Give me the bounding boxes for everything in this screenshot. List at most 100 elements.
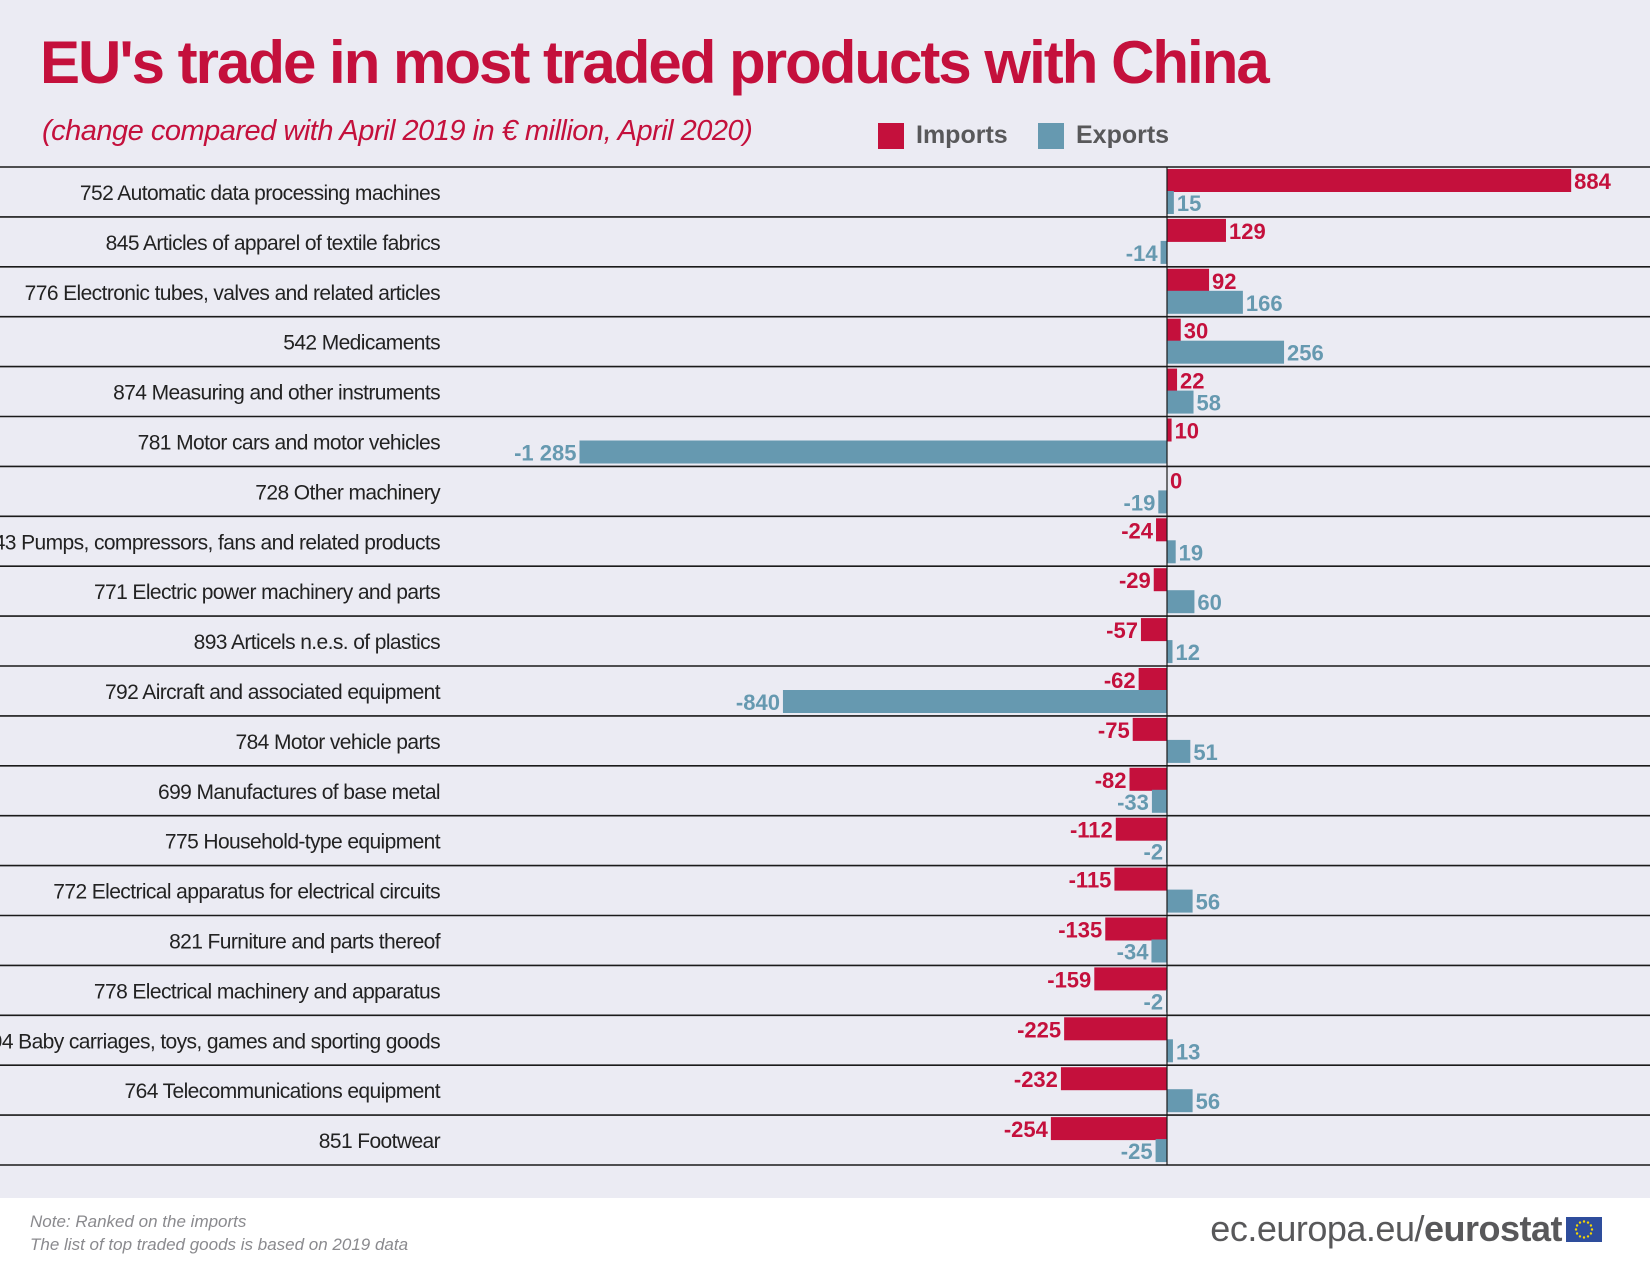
imports-bar [1138,668,1167,691]
exports-bar [1167,540,1176,564]
imports-bar [1050,1117,1167,1141]
exports-value-label: 12 [1175,640,1199,665]
imports-value-label: -115 [1069,868,1112,893]
exports-value-label: -34 [1117,940,1150,965]
exports-bar [1151,789,1167,813]
category-label: 874 Measuring and other instruments [113,382,440,405]
exports-bar [1160,240,1167,264]
category-label: 781 Motor cars and motor vehicles [138,431,440,454]
legend-imports-swatch [878,122,904,149]
imports-bar [1167,268,1210,292]
bar-chart: 752 Automatic data processing machines 88… [0,166,1650,1166]
exports-bar [1167,1089,1193,1113]
category-label: 778 Electrical machinery and apparatus [94,980,440,1003]
imports-value-label: -82 [1095,768,1127,793]
exports-bar [1158,490,1167,514]
imports-value-label: -62 [1104,668,1136,693]
imports-value-label: -112 [1070,818,1113,843]
category-label: 894 Baby carriages, toys, games and spor… [0,1030,440,1053]
imports-value-label: -57 [1106,618,1138,643]
imports-bar [1094,967,1167,991]
exports-bar [1167,590,1195,614]
imports-value-label: 0 [1170,468,1182,493]
category-label: 542 Medicaments [283,332,440,355]
imports-bar [1167,418,1172,442]
note-source: The list of top traded goods is based on… [30,1235,409,1254]
imports-bar [1156,518,1167,542]
imports-bar [1064,1017,1167,1041]
exports-bar [1167,340,1285,364]
exports-value-label: -33 [1117,790,1149,815]
exports-value-label: -2 [1144,989,1164,1014]
imports-bar [1129,767,1167,791]
category-label: 821 Furniture and parts thereof [169,930,441,953]
imports-bar [1105,917,1167,941]
exports-value-label: 166 [1246,291,1283,316]
exports-bar [1167,191,1174,214]
imports-value-label: -232 [1014,1067,1058,1092]
exports-bar [1151,939,1167,963]
category-label: 699 Manufactures of base metal [158,781,440,804]
footer: Note: Ranked on the imports The list of … [0,1198,1650,1268]
imports-bar [1115,817,1167,841]
exports-bar [1167,739,1191,763]
imports-bar [1140,618,1167,642]
legend-exports: Exports [1038,121,1169,150]
imports-value-label: -75 [1098,718,1130,743]
category-label: 771 Electric power machinery and parts [94,581,440,604]
imports-value-label: -159 [1047,967,1091,992]
exports-value-label: 56 [1196,890,1220,915]
imports-bar [1167,368,1178,392]
legend-imports: Imports [878,121,1008,150]
exports-value-label: 19 [1179,540,1203,565]
category-label: 893 Articels n.e.s. of plastics [194,631,440,654]
exports-value-label: -19 [1124,490,1156,515]
exports-value-label: -2 [1144,840,1164,865]
imports-value-label: 129 [1229,219,1266,244]
imports-bar [1060,1067,1167,1091]
site-prefix: ec.europa.eu/ [1210,1208,1424,1249]
category-label: 792 Aircraft and associated equipment [105,681,441,704]
exports-value-label: 56 [1196,1089,1220,1114]
category-label: 764 Telecommunications equipment [125,1080,441,1103]
exports-value-label: -1 285 [514,441,576,466]
imports-bar [1132,717,1167,741]
exports-bar [1155,1139,1167,1163]
chart-title: EU's trade in most traded products with … [40,29,1270,96]
exports-value-label: -25 [1121,1139,1153,1164]
exports-value-label: 15 [1177,191,1201,216]
exports-value-label: 58 [1197,391,1221,416]
category-label: 772 Electrical apparatus for electrical … [53,881,440,904]
legend-imports-label: Imports [916,121,1008,149]
exports-bar [579,440,1167,464]
chart-subtitle: (change compared with April 2019 in € mi… [42,115,753,147]
imports-bar [1167,318,1181,342]
exports-bar [782,690,1167,713]
category-label: 845 Articles of apparel of textile fabri… [106,232,440,255]
imports-value-label: 884 [1574,169,1611,194]
exports-bar [1167,390,1194,414]
category-label: 784 Motor vehicle parts [236,731,441,754]
imports-bar [1153,568,1167,592]
imports-bar [1167,218,1226,242]
exports-value-label: -840 [736,690,780,715]
note-ranking: Note: Ranked on the imports [30,1212,247,1231]
imports-value-label: 30 [1184,319,1208,344]
imports-value-label: 92 [1212,269,1236,294]
category-label: 775 Household-type equipment [165,831,441,854]
site-brand: eurostat [1423,1208,1563,1249]
footer-notes: Note: Ranked on the imports The list of … [30,1210,408,1256]
exports-value-label: 256 [1287,341,1324,366]
eurostat-logo[interactable]: ec.europa.eu/eurostat [1210,1208,1602,1250]
exports-bar [1167,290,1243,314]
imports-value-label: 22 [1180,369,1204,394]
imports-value-label: -24 [1121,518,1154,543]
imports-value-label: -29 [1119,568,1151,593]
exports-value-label: 51 [1193,740,1217,765]
exports-bar [1167,889,1193,913]
imports-bar [1114,867,1167,891]
category-label: 743 Pumps, compressors, fans and related… [0,531,440,554]
legend-exports-label: Exports [1076,121,1170,149]
category-label: 851 Footwear [319,1130,441,1153]
exports-value-label: 13 [1176,1039,1200,1064]
